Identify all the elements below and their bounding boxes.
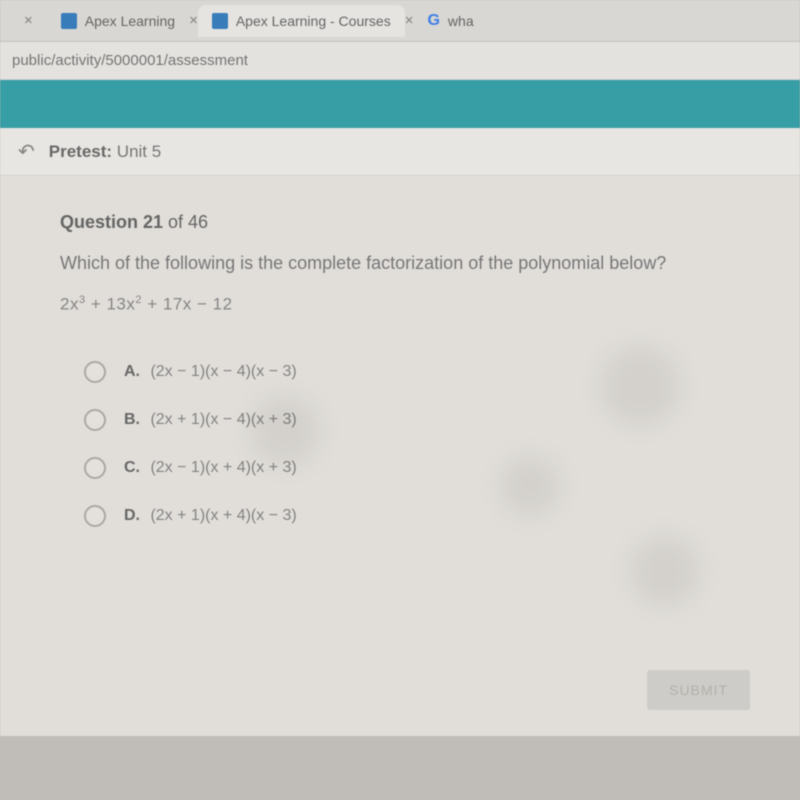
option-letter: D. bbox=[124, 507, 140, 524]
radio-icon[interactable] bbox=[84, 505, 106, 527]
option-letter: A. bbox=[124, 363, 140, 380]
browser-tab[interactable]: Apex Learning bbox=[47, 5, 189, 37]
back-arrow-icon[interactable]: ↶ bbox=[18, 139, 35, 164]
favicon-icon bbox=[61, 13, 77, 29]
radio-icon[interactable] bbox=[84, 361, 106, 383]
answer-option[interactable]: D. (2x + 1)(x + 4)(x − 3) bbox=[84, 505, 766, 527]
close-icon[interactable]: × bbox=[405, 12, 414, 29]
question-content: Question 21 of 46 Which of the following… bbox=[0, 176, 800, 736]
app-header-band bbox=[0, 80, 800, 128]
browser-tab[interactable]: × bbox=[10, 5, 47, 37]
answer-options: A. (2x − 1)(x − 4)(x − 3) B. (2x + 1)(x … bbox=[60, 361, 766, 527]
google-icon: G bbox=[427, 12, 439, 30]
browser-tab-strip: × Apex Learning × Apex Learning - Course… bbox=[0, 0, 800, 42]
option-expression: (2x − 1)(x − 4)(x − 3) bbox=[150, 363, 296, 380]
browser-tab[interactable]: G wha bbox=[413, 5, 487, 37]
option-expression: (2x + 1)(x + 4)(x − 3) bbox=[150, 507, 296, 524]
option-expression: (2x + 1)(x − 4)(x + 3) bbox=[150, 411, 296, 428]
radio-icon[interactable] bbox=[84, 409, 106, 431]
option-letter: C. bbox=[124, 459, 140, 476]
close-icon[interactable]: × bbox=[24, 12, 33, 29]
submit-button[interactable]: SUBMIT bbox=[647, 670, 750, 710]
favicon-icon bbox=[212, 13, 228, 29]
question-counter: Question 21 of 46 bbox=[60, 212, 766, 233]
breadcrumb: ↶ Pretest: Unit 5 bbox=[0, 128, 800, 176]
breadcrumb-text: Pretest: Unit 5 bbox=[49, 142, 161, 162]
answer-option[interactable]: B. (2x + 1)(x − 4)(x + 3) bbox=[84, 409, 766, 431]
url-text: public/activity/5000001/assessment bbox=[12, 52, 248, 69]
option-letter: B. bbox=[124, 411, 140, 428]
radio-icon[interactable] bbox=[84, 457, 106, 479]
answer-option[interactable]: A. (2x − 1)(x − 4)(x − 3) bbox=[84, 361, 766, 383]
tab-label: Apex Learning bbox=[85, 13, 175, 29]
question-text: Which of the following is the complete f… bbox=[60, 251, 766, 276]
close-icon[interactable]: × bbox=[189, 12, 198, 29]
option-expression: (2x − 1)(x + 4)(x + 3) bbox=[150, 459, 296, 476]
tab-label: Apex Learning - Courses bbox=[236, 13, 391, 29]
tab-label: wha bbox=[448, 13, 474, 29]
browser-tab-active[interactable]: Apex Learning - Courses bbox=[198, 5, 405, 37]
url-bar[interactable]: public/activity/5000001/assessment bbox=[0, 42, 800, 80]
answer-option[interactable]: C. (2x − 1)(x + 4)(x + 3) bbox=[84, 457, 766, 479]
question-formula: 2x3 + 13x2 + 17x − 12 bbox=[60, 294, 766, 315]
